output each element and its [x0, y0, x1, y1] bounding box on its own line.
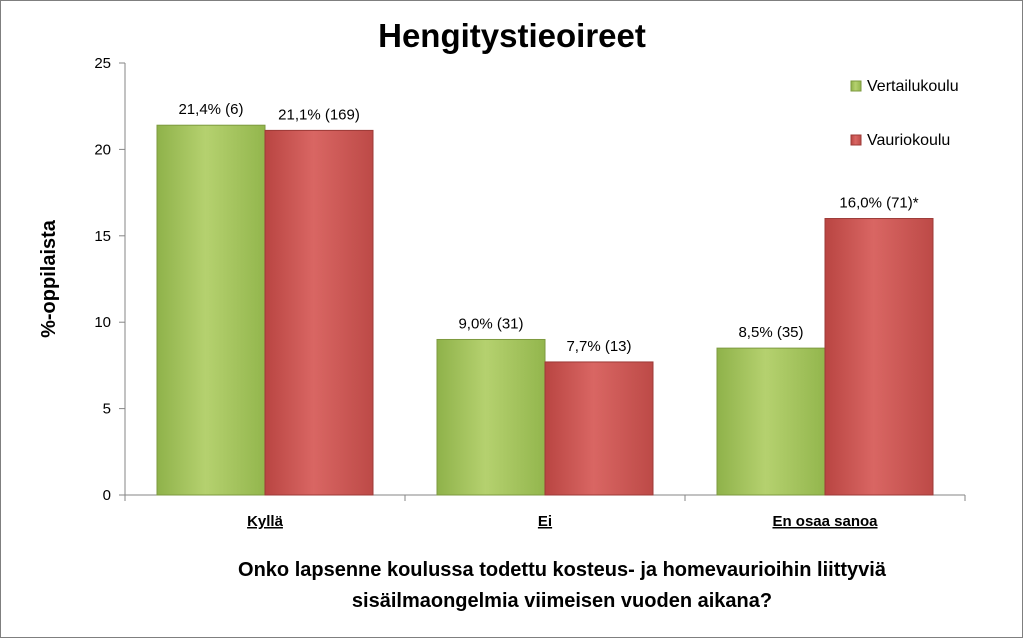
y-tick-label: 0: [103, 487, 111, 504]
data-label: 9,0% (31): [458, 315, 523, 332]
bars: [156, 124, 934, 496]
y-tick-label: 15: [94, 228, 111, 245]
y-tick-label: 25: [94, 55, 111, 72]
bar-vertailukoulu: [436, 338, 546, 496]
bar-vertailukoulu: [156, 124, 266, 496]
data-label: 21,1% (169): [278, 106, 360, 123]
data-label: 21,4% (6): [178, 101, 243, 118]
bar-vauriokoulu: [544, 361, 654, 496]
x-tick-label: En osaa sanoa: [772, 513, 878, 530]
chart-title: Hengitystieoireet: [378, 17, 646, 54]
y-axis-label: %-oppilaista: [38, 219, 60, 338]
x-axis-label-line-2: sisäilmaongelmia viimeisen vuoden aikana…: [352, 590, 772, 612]
bar-vauriokoulu: [264, 129, 374, 496]
x-axis-categories: Kyllä Ei En osaa sanoa: [247, 513, 878, 530]
y-tick-label: 5: [103, 401, 111, 418]
x-tick-label: Ei: [538, 513, 552, 530]
data-labels: 21,4% (6) 21,1% (169) 9,0% (31) 7,7% (13) 8,…: [178, 101, 918, 355]
legend: Vertailukoulu Vauriokoulu: [850, 78, 959, 149]
data-label: 7,7% (13): [566, 338, 631, 355]
x-tick-label: Kyllä: [247, 513, 284, 530]
legend-label: Vauriokoulu: [867, 132, 950, 149]
legend-swatch: [850, 80, 862, 92]
y-axis-ticks: 0 5 10 15 20 25: [94, 55, 125, 504]
bar-vertailukoulu: [716, 347, 826, 496]
data-label: 16,0% (71)*: [839, 195, 918, 212]
y-tick-label: 10: [94, 314, 111, 331]
legend-label: Vertailukoulu: [867, 78, 959, 95]
y-tick-label: 20: [94, 141, 111, 158]
x-axis-label-line-1: Onko lapsenne koulussa todettu kosteus- …: [238, 559, 887, 581]
bar-vauriokoulu: [824, 218, 934, 496]
data-label: 8,5% (35): [738, 324, 803, 341]
legend-swatch: [850, 134, 862, 146]
